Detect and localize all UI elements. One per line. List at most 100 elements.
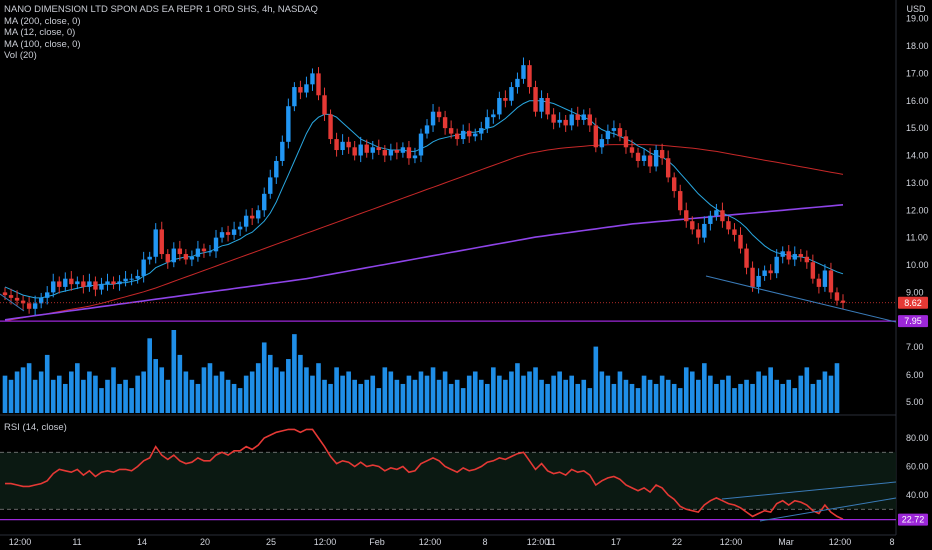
volume-bar	[503, 379, 508, 413]
candle-body	[256, 210, 261, 219]
ma12-line	[4, 100, 844, 299]
time-tick-label: 14	[137, 537, 147, 547]
volume-bar	[689, 371, 695, 413]
volume-bar	[292, 334, 297, 413]
volume-bar	[358, 383, 363, 413]
candle-body	[545, 98, 550, 115]
volume-bar	[123, 379, 128, 413]
candle-body	[334, 139, 339, 151]
volume-bar	[298, 354, 303, 413]
candle-body	[816, 278, 822, 287]
candle-body	[563, 119, 568, 126]
candle-body	[388, 150, 394, 156]
volume-bar	[738, 383, 743, 413]
volume-bar	[714, 383, 719, 413]
indicator-volume[interactable]: Vol (20)	[4, 50, 37, 61]
rsi-tick-label: 40.00	[906, 490, 929, 500]
candle-body	[647, 155, 653, 167]
time-tick-label: 12:00	[419, 537, 442, 547]
candle-body	[587, 114, 592, 126]
volume-bar	[117, 383, 122, 413]
candle-body	[702, 223, 707, 238]
volume-bar	[237, 388, 243, 413]
volume-bar	[322, 379, 327, 413]
candle-body	[678, 191, 683, 211]
candle-body	[129, 278, 134, 280]
volume-bar	[87, 371, 92, 413]
volume-bar	[400, 383, 406, 413]
volume-bar	[183, 371, 189, 413]
candle-body	[551, 114, 556, 123]
volume-bar	[195, 383, 201, 413]
volume-bar	[521, 375, 526, 413]
candle-body	[195, 248, 201, 257]
candle-body	[714, 210, 719, 216]
candle-body	[623, 136, 629, 148]
rsi-axis[interactable]: 80.00 60.00 40.00	[906, 433, 929, 500]
volume-bar	[273, 367, 279, 413]
price-tick-label: 13.00	[906, 178, 929, 188]
support-badge-bg	[898, 315, 928, 328]
volume-bar	[129, 388, 134, 413]
price-tick-label: 9.00	[906, 287, 924, 297]
candle-body	[231, 229, 237, 235]
indicator-ma12[interactable]: MA (12, close, 0)	[4, 27, 76, 38]
time-tick-label: 12:00	[314, 537, 337, 547]
volume-bar	[822, 371, 828, 413]
volume-bar	[334, 367, 339, 413]
candle-body	[430, 111, 436, 126]
volume-bar	[768, 367, 773, 413]
volume-bar	[364, 379, 370, 413]
volume-bar	[382, 367, 388, 413]
candle-body	[515, 78, 520, 88]
volume-bar	[75, 363, 80, 413]
volume-tick-label: 5.00	[906, 397, 924, 407]
volume-bar	[207, 363, 213, 413]
volume-bar	[261, 342, 267, 413]
volume-bar	[460, 388, 466, 413]
volume-tick-label: 6.00	[906, 370, 924, 380]
volume-bar	[611, 383, 617, 413]
currency-label: USD	[906, 4, 926, 14]
volume-bar	[26, 363, 32, 413]
volume-bar	[635, 388, 641, 413]
volume-bar	[255, 363, 261, 413]
candle-body	[810, 262, 816, 279]
candle-body	[732, 229, 737, 235]
candle-body	[262, 193, 267, 211]
grid	[0, 0, 897, 536]
volume-bar	[165, 379, 171, 413]
candle-body	[310, 73, 315, 85]
volume-bar	[810, 383, 816, 413]
candle-body	[412, 155, 418, 159]
volume-bar	[708, 375, 713, 413]
candle-body	[599, 139, 605, 148]
volume-bar	[485, 383, 490, 413]
rsi-label[interactable]: RSI (14, close)	[4, 422, 67, 433]
volume-bar	[744, 379, 749, 413]
price-badges: 8.62 7.95 22.72	[898, 296, 928, 526]
volume-bar	[370, 375, 376, 413]
candle-body	[123, 278, 128, 282]
candle-body	[171, 248, 177, 263]
candle-body	[690, 221, 695, 230]
volume-bar	[491, 367, 496, 413]
indicator-ma100[interactable]: MA (100, close, 0)	[4, 38, 81, 50]
volume-bar	[81, 379, 86, 413]
volume-bar	[792, 388, 798, 413]
volume-bar	[756, 371, 761, 413]
candle-body	[57, 281, 62, 287]
volume-tick-label: 7.00	[906, 342, 924, 352]
candle-body	[684, 210, 689, 222]
last-price-badge-bg	[898, 296, 928, 309]
volume-bar	[249, 371, 255, 413]
time-tick-label: 12:00	[9, 537, 32, 547]
candle-body	[45, 292, 50, 298]
volume-bar	[219, 371, 225, 413]
indicator-ma200[interactable]: MA (200, close, 0)	[4, 15, 81, 27]
volume-bar	[726, 375, 731, 413]
candle-body	[346, 141, 351, 148]
